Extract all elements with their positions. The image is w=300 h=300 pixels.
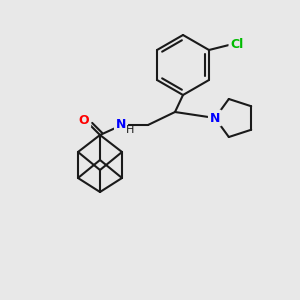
Text: Cl: Cl <box>230 38 244 50</box>
Text: H: H <box>126 125 134 135</box>
Text: N: N <box>210 112 220 124</box>
Text: N: N <box>116 118 126 131</box>
Text: O: O <box>79 113 89 127</box>
